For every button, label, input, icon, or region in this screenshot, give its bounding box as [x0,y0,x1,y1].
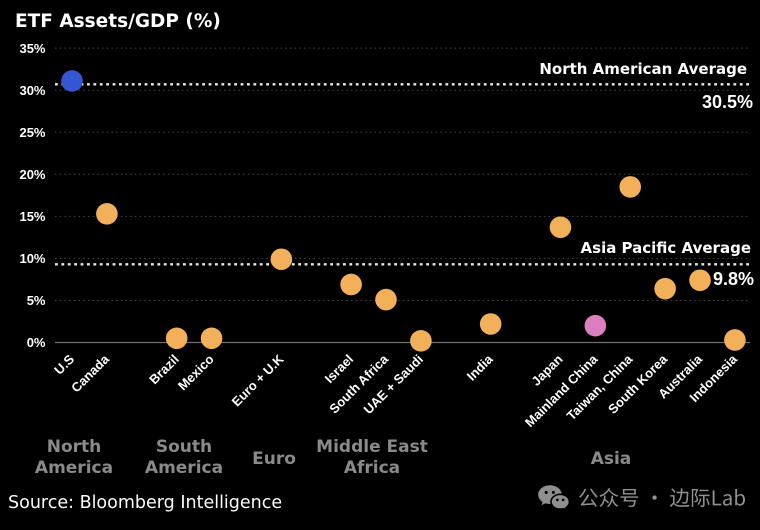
data-point-south-korea [654,277,676,300]
x-tick-label-india: India [464,351,497,384]
y-tick-label-10: 10% [19,251,45,266]
group-label-north-america: North [47,437,102,457]
x-tick-label-canada: Canada [68,351,112,395]
data-point-japan [549,216,572,239]
data-point-israel [340,273,362,296]
y-tick-label-0: 0% [27,335,46,350]
data-point-mainland-china [584,314,607,337]
data-point-australia [689,269,711,292]
y-tick-label-35: 35% [19,41,45,56]
y-tick-label-5: 5% [27,293,46,308]
x-tick-label-mexico: Mexico [175,351,217,393]
annotation-north-american-average-label: North American Average [539,60,747,78]
y-tick-label-15: 15% [19,209,45,224]
data-point-euro-u-k [270,248,293,271]
group-label-south-america: America [145,458,223,478]
annotation-asia-pacific-average-value: 9.8% [712,269,754,289]
data-point-india [479,313,502,335]
data-point-u-s [61,70,83,92]
annotation-asia-pacific-average-label: Asia Pacific Average [580,239,751,257]
data-point-canada [96,203,118,225]
x-tick-label-u-s: U.S [51,351,77,377]
source-text: Source: Bloomberg Intelligence [8,493,283,513]
data-point-mexico [200,327,223,350]
wechat-badge: 公众号 · 边际Lab [537,484,745,512]
data-point-brazil [165,327,188,350]
group-label-middle-east-africa: Africa [344,458,400,478]
chart-title: ETF Assets/GDP (%) [15,11,221,32]
wechat-icon [538,485,571,512]
y-tick-label-25: 25% [19,125,45,140]
group-label-asia: Asia [591,449,632,469]
data-point-south-africa [375,288,397,311]
y-tick-label-30: 30% [19,83,45,98]
wechat-account-text [579,488,745,508]
data-point-uae-saudi [410,330,432,352]
data-point-indonesia [724,329,746,351]
group-label-north-america: America [35,458,113,478]
data-point-taiwan-china [619,176,642,198]
x-tick-label-euro-u-k: Euro + U.K [229,351,287,409]
y-tick-label-20: 20% [19,167,45,182]
annotation-north-american-average-value: 30.5% [701,92,753,112]
group-label-euro: Euro [252,449,296,469]
group-label-south-america: South [156,437,212,457]
group-label-middle-east-africa: Middle East [316,437,428,457]
